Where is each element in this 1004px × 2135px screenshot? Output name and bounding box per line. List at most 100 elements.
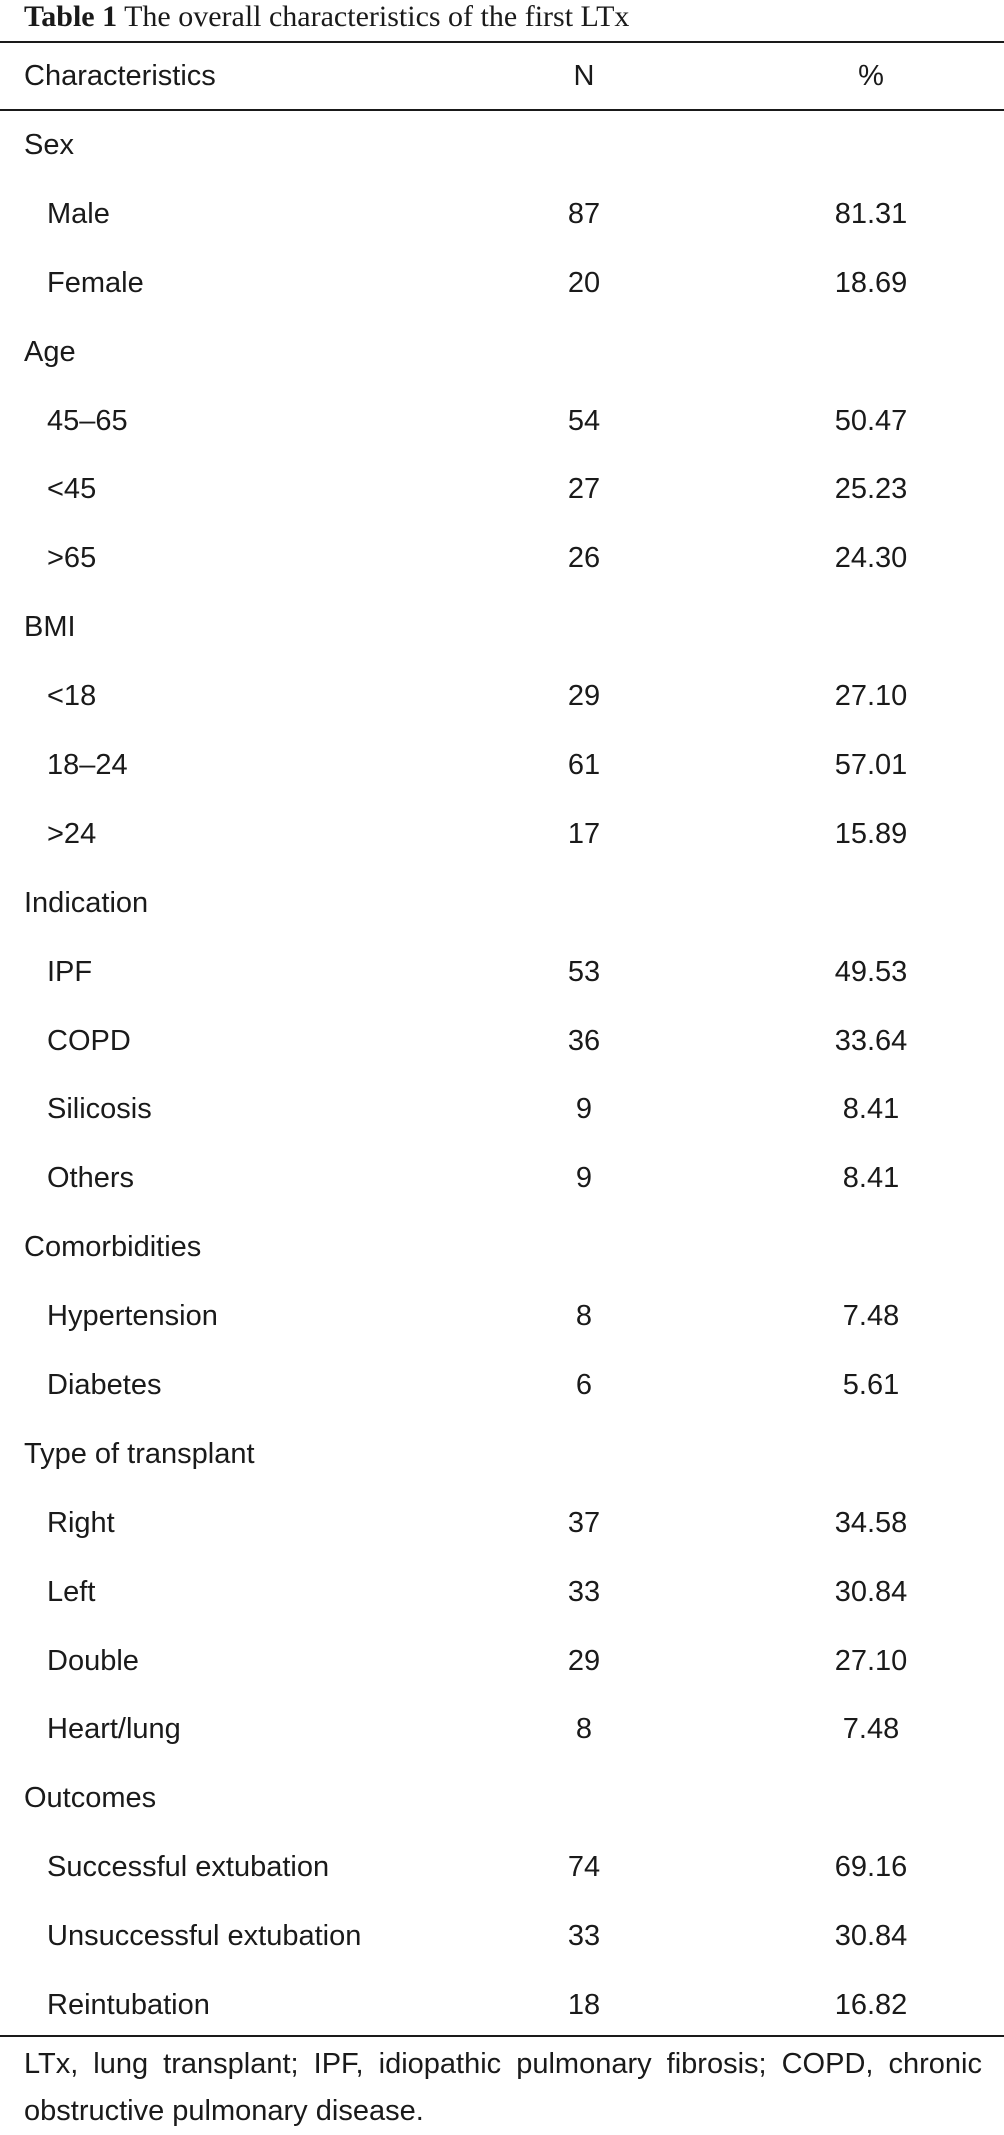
table-row: 18–24 61 57.01 bbox=[0, 731, 1004, 800]
cell-n: 33 bbox=[567, 1575, 601, 1608]
cell-n: 33 bbox=[567, 1920, 601, 1953]
top-rule bbox=[0, 41, 1004, 43]
cell-n: 8 bbox=[575, 1713, 593, 1746]
row-label: Successful extubation bbox=[47, 1851, 330, 1884]
table-row: Double 29 27.10 bbox=[0, 1627, 1004, 1696]
row-label: Silicosis bbox=[47, 1093, 152, 1126]
row-label: Left bbox=[47, 1575, 96, 1608]
table-row: >65 26 24.30 bbox=[0, 524, 1004, 593]
row-label: <45 bbox=[47, 473, 97, 506]
header-rule bbox=[0, 109, 1004, 111]
cell-percent: 15.89 bbox=[834, 817, 908, 850]
group-label: Age bbox=[24, 335, 76, 368]
table-header-row: Characteristics N % bbox=[0, 43, 1004, 109]
cell-percent: 30.84 bbox=[834, 1575, 908, 1608]
table-group-row: Indication bbox=[0, 869, 1004, 938]
cell-n: 8 bbox=[575, 1300, 593, 1333]
header-percent: % bbox=[858, 60, 884, 92]
cell-n: 36 bbox=[567, 1024, 601, 1057]
cell-n: 87 bbox=[567, 197, 601, 230]
cell-percent: 7.48 bbox=[842, 1713, 900, 1746]
cell-percent: 25.23 bbox=[834, 473, 908, 506]
cell-n: 61 bbox=[567, 749, 601, 782]
table-body: Sex Male 87 81.31 Female 20 18.69 Age 45–65 54 50.… bbox=[0, 111, 1004, 2040]
table-row: Right 37 34.58 bbox=[0, 1489, 1004, 1558]
cell-percent: 57.01 bbox=[834, 749, 908, 782]
cell-percent: 27.10 bbox=[834, 680, 908, 713]
cell-percent: 8.41 bbox=[842, 1093, 900, 1126]
cell-percent: 7.48 bbox=[842, 1300, 900, 1333]
header-n: N bbox=[573, 60, 595, 92]
cell-n: 9 bbox=[575, 1093, 593, 1126]
table-footnote: LTx, lung transplant; IPF, idiopathic pu… bbox=[24, 2048, 982, 2127]
bottom-rule bbox=[0, 2035, 1004, 2037]
table-row: 45–65 54 50.47 bbox=[0, 387, 1004, 456]
cell-percent: 27.10 bbox=[834, 1644, 908, 1677]
group-label: Indication bbox=[24, 886, 149, 919]
cell-percent: 81.31 bbox=[834, 197, 908, 230]
group-label: BMI bbox=[24, 611, 76, 644]
cell-percent: 18.69 bbox=[834, 266, 908, 299]
cell-percent: 16.82 bbox=[834, 1989, 908, 2022]
cell-percent: 33.64 bbox=[834, 1024, 908, 1057]
group-label: Comorbidities bbox=[24, 1231, 202, 1264]
cell-percent: 24.30 bbox=[834, 542, 908, 575]
cell-n: 20 bbox=[567, 266, 601, 299]
table-group-row: BMI bbox=[0, 593, 1004, 662]
table-row: Silicosis 9 8.41 bbox=[0, 1075, 1004, 1144]
table-row: <18 29 27.10 bbox=[0, 662, 1004, 731]
cell-percent: 30.84 bbox=[834, 1920, 908, 1953]
table-row: IPF 53 49.53 bbox=[0, 938, 1004, 1007]
row-label: Heart/lung bbox=[47, 1713, 181, 1746]
row-label: IPF bbox=[47, 955, 93, 988]
cell-n: 54 bbox=[567, 404, 601, 437]
table-row: Unsuccessful extubation 33 30.84 bbox=[0, 1902, 1004, 1971]
cell-n: 37 bbox=[567, 1506, 601, 1539]
caption-label: Table 1 bbox=[24, 0, 118, 33]
table-row: Hypertension 8 7.48 bbox=[0, 1282, 1004, 1351]
row-label: <18 bbox=[47, 680, 97, 713]
row-label: >65 bbox=[47, 542, 97, 575]
table-row: >24 17 15.89 bbox=[0, 800, 1004, 869]
table-row: Successful extubation 74 69.16 bbox=[0, 1833, 1004, 1902]
row-label: 45–65 bbox=[47, 404, 128, 437]
row-label: Right bbox=[47, 1506, 115, 1539]
cell-n: 17 bbox=[567, 817, 601, 850]
row-label: Male bbox=[47, 197, 110, 230]
row-label: >24 bbox=[47, 817, 97, 850]
header-characteristics: Characteristics bbox=[24, 60, 216, 92]
row-label: COPD bbox=[47, 1024, 131, 1057]
table-row: Others 9 8.41 bbox=[0, 1144, 1004, 1213]
table-group-row: Age bbox=[0, 318, 1004, 387]
table-group-row: Type of transplant bbox=[0, 1420, 1004, 1489]
row-label: Double bbox=[47, 1644, 139, 1677]
table-row: Left 33 30.84 bbox=[0, 1558, 1004, 1627]
table-row: COPD 36 33.64 bbox=[0, 1007, 1004, 1076]
cell-n: 9 bbox=[575, 1162, 593, 1195]
table-row: <45 27 25.23 bbox=[0, 455, 1004, 524]
table-caption: Table 1 The overall characteristics of t… bbox=[24, 0, 629, 38]
cell-percent: 50.47 bbox=[834, 404, 908, 437]
cell-n: 6 bbox=[575, 1369, 593, 1402]
caption-text: The overall characteristics of the first… bbox=[124, 0, 630, 33]
row-label: Hypertension bbox=[47, 1300, 218, 1333]
cell-percent: 8.41 bbox=[842, 1162, 900, 1195]
table-row: Diabetes 6 5.61 bbox=[0, 1351, 1004, 1420]
table-row: Heart/lung 8 7.48 bbox=[0, 1695, 1004, 1764]
row-label: Female bbox=[47, 266, 144, 299]
cell-percent: 49.53 bbox=[834, 955, 908, 988]
cell-n: 18 bbox=[567, 1989, 601, 2022]
group-label: Type of transplant bbox=[24, 1437, 255, 1470]
row-label: Unsuccessful extubation bbox=[47, 1920, 362, 1953]
group-label: Sex bbox=[24, 129, 74, 161]
cell-percent: 69.16 bbox=[834, 1851, 908, 1884]
row-label: Others bbox=[47, 1162, 135, 1195]
table-group-row: Sex bbox=[0, 111, 1004, 180]
cell-percent: 5.61 bbox=[842, 1369, 900, 1402]
table-group-row: Outcomes bbox=[0, 1764, 1004, 1833]
cell-n: 26 bbox=[567, 542, 601, 575]
table-group-row: Comorbidities bbox=[0, 1213, 1004, 1282]
table-row: Male 87 81.31 bbox=[0, 180, 1004, 249]
cell-n: 29 bbox=[567, 1644, 601, 1677]
cell-n: 53 bbox=[567, 955, 601, 988]
